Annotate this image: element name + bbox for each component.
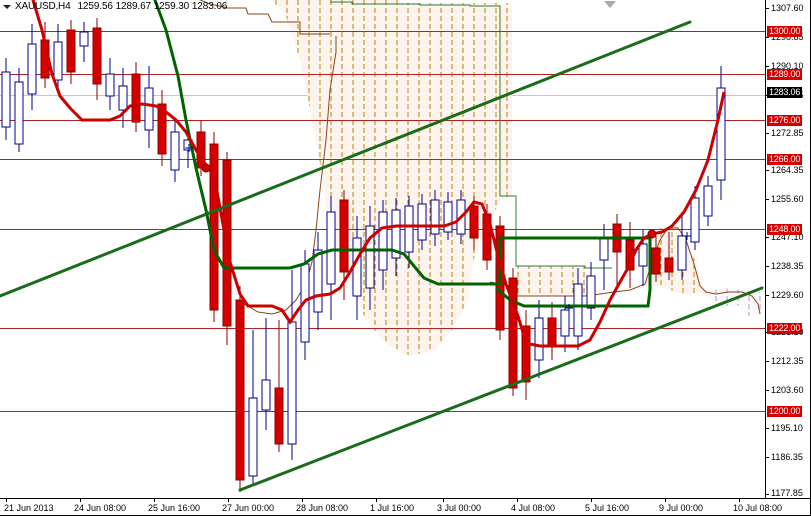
time-tick-label: 4 Jul 08:00 — [511, 503, 556, 513]
price-level-tag[interactable]: 1289.00 — [767, 69, 803, 80]
time-tick-label: 25 Jun 16:00 — [148, 503, 201, 513]
tick-mark — [766, 457, 769, 458]
price-tick-label: 1264.35 — [771, 165, 804, 175]
tick-mark — [766, 199, 769, 200]
time-tick-mark — [302, 499, 303, 502]
trendline-lower — [238, 286, 764, 492]
price-level-tag[interactable]: 1266.00 — [767, 154, 803, 165]
price-tick-label: 1177.85 — [771, 488, 803, 498]
chart-plot-area[interactable] — [0, 0, 765, 498]
price-level-lines[interactable] — [0, 31, 765, 412]
price-level-tag[interactable]: 1222.00 — [767, 323, 803, 334]
price-tick-label: 1195.10 — [771, 423, 803, 433]
time-tick-mark — [665, 499, 666, 502]
time-tick-label: 5 Jul 16:00 — [585, 503, 630, 513]
time-tick-label: 21 Jun 2013 — [4, 503, 54, 513]
chart-canvas — [0, 0, 765, 492]
price-level-tag[interactable]: 1248.00 — [767, 224, 803, 235]
symbol-label: XAUUSD,H4 — [15, 1, 71, 12]
time-tick-mark — [376, 499, 377, 502]
ohlc-values: 1259.56 1289.67 1259.30 1283.06 — [77, 1, 228, 12]
kijun-sen-line — [153, 0, 652, 308]
time-tick-mark — [443, 499, 444, 502]
dropdown-caret-icon[interactable] — [3, 4, 11, 9]
tick-mark — [766, 295, 769, 296]
chart-header: XAUUSD,H4 1259.56 1289.67 1259.30 1283.0… — [0, 0, 811, 13]
price-tick-label: 1212.35 — [771, 356, 804, 366]
trendlines[interactable] — [0, 20, 764, 492]
price-tick-label: 1229.60 — [771, 290, 804, 300]
trendline-upper — [0, 20, 692, 298]
tick-mark — [766, 170, 769, 171]
time-tick-label: 3 Jul 00:00 — [437, 503, 482, 513]
tenkan-sen-line — [31, 0, 726, 348]
tick-mark — [766, 428, 769, 429]
time-tick-mark — [517, 499, 518, 502]
time-tick-mark — [154, 499, 155, 502]
time-tick-label: 1 Jul 16:00 — [370, 503, 415, 513]
senkou-span-a-line — [330, 1, 612, 269]
time-tick-mark — [739, 499, 740, 502]
price-tick-label: 1186.35 — [771, 452, 803, 462]
price-tick-label: 1298.85 — [771, 32, 804, 42]
tick-mark — [766, 390, 769, 391]
price-scale-axis[interactable]: 1307.60 1298.85 1290.10 1281.35 1272.85 … — [765, 0, 811, 498]
chart-markers — [185, 144, 691, 312]
price-level-tag[interactable]: 1300.00 — [767, 26, 803, 37]
time-tick-mark — [228, 499, 229, 502]
price-tick-label: 1255.60 — [771, 194, 804, 204]
time-tick-label: 24 Jun 08:00 — [74, 503, 127, 513]
down-triangle-marker-icon — [604, 1, 616, 8]
time-tick-mark — [80, 499, 81, 502]
price-level-tag[interactable]: 1200.00 — [767, 406, 803, 417]
time-tick-mark — [591, 499, 592, 502]
tick-mark — [766, 494, 769, 495]
price-tick-label: 1203.60 — [771, 385, 804, 395]
price-tick-label: 1238.35 — [771, 261, 804, 271]
price-level-tag[interactable]: 1276.00 — [767, 115, 803, 126]
time-scale-axis[interactable]: 21 Jun 2013 24 Jun 08:00 25 Jun 16:00 27… — [0, 498, 811, 516]
tick-mark — [766, 66, 769, 67]
current-price-tag[interactable]: 1283.06 — [767, 87, 803, 98]
tick-mark — [766, 266, 769, 267]
time-tick-label: 27 Jun 00:00 — [222, 503, 275, 513]
price-tick-label: 1247.10 — [771, 232, 804, 242]
time-tick-label: 28 Jun 08:00 — [296, 503, 349, 513]
tick-mark — [766, 237, 769, 238]
tick-mark — [766, 361, 769, 362]
price-tick-label: 1307.60 — [771, 3, 804, 13]
tick-mark — [766, 8, 769, 9]
tick-mark — [766, 37, 769, 38]
price-tick-label: 1272.85 — [771, 128, 804, 138]
price-tick-label: 1290.10 — [771, 61, 804, 71]
tick-mark — [766, 133, 769, 134]
time-tick-mark — [6, 499, 7, 502]
time-tick-label: 9 Jul 00:00 — [659, 503, 704, 513]
time-tick-label: 10 Jul 08:00 — [733, 503, 783, 513]
ichimoku-cloud — [271, 0, 762, 356]
